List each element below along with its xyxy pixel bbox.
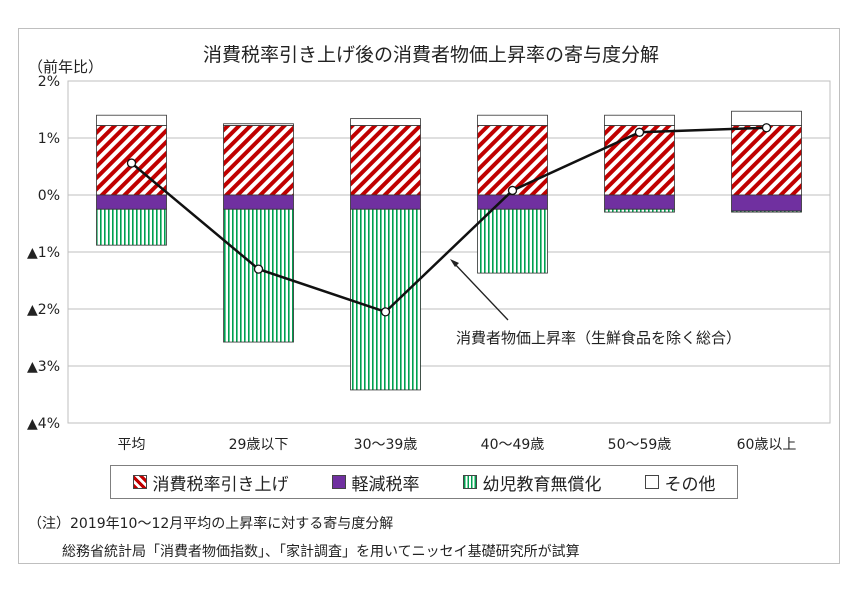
cpi-line-path (130, 126, 767, 314)
cpi-line-point (126, 158, 137, 168)
x-tick-label: 30～39歳 (354, 437, 418, 453)
legend-item: 幼児教育無償化 (462, 470, 602, 495)
legend-swatch (644, 475, 659, 489)
bar-segment-4 (477, 114, 548, 126)
note-line-2: 総務省統計局「消費者物価指数」、「家計調査」を用いてニッセイ基礎研究所が試算 (62, 544, 580, 560)
bars (96, 110, 802, 391)
y-tick-label: 0% (38, 188, 60, 204)
grid-lines (67, 80, 831, 424)
x-tick-label: 50～59歳 (608, 437, 672, 453)
cpi-line-point (634, 127, 645, 137)
y-tick-label: ▲4% (27, 416, 60, 432)
legend-swatch (331, 475, 346, 489)
annotation-arrow (452, 261, 509, 321)
bar-segment-3 (96, 208, 167, 246)
bar-segment-2 (604, 194, 675, 210)
bar-segment-3 (477, 208, 548, 274)
bar-segment-2 (731, 194, 802, 212)
x-tick-label: 40～49歳 (481, 437, 545, 453)
x-tick-label: 平均 (118, 437, 146, 453)
cpi-line-point (380, 307, 391, 317)
y-axis-label: （前年比） (28, 58, 103, 76)
cpi-line (126, 123, 772, 317)
y-tick-label: ▲1% (27, 245, 60, 261)
note-line-1: （注）2019年10～12月平均の上昇率に対する寄与度分解 (28, 516, 394, 532)
line-annotation: 消費者物価上昇率（生鮮食品を除く総合） (456, 329, 741, 347)
x-tick-labels: 平均 29歳以下 30～39歳 40～49歳 50～59歳 60歳以上 (118, 437, 797, 453)
legend-label: 幼児教育無償化 (482, 474, 602, 495)
bar-segment-1 (731, 125, 802, 196)
bar-segment-1 (223, 125, 294, 196)
bar-segment-1 (350, 125, 421, 196)
bar-segment-1 (477, 125, 548, 196)
bar-segment-4 (604, 114, 675, 126)
x-tick-label: 29歳以下 (229, 437, 289, 453)
bar-segment-4 (223, 123, 294, 126)
y-tick-labels: 2% 1% 0% ▲1% ▲2% ▲3% ▲4% (27, 74, 60, 432)
cpi-line-point (507, 185, 518, 196)
bar-segment-2 (96, 194, 167, 210)
annotation-arrowhead (450, 259, 459, 267)
bar-segment-2 (477, 194, 548, 210)
legend-swatch (132, 475, 147, 489)
bar-segment-3 (223, 208, 294, 343)
bar-segment-3 (350, 208, 421, 391)
legend-label: その他 (664, 474, 716, 495)
chart-title: 消費税率引き上げ後の消費者物価上昇率の寄与度分解 (203, 44, 659, 66)
x-tick-label: 60歳以上 (737, 437, 797, 453)
legend-item: 消費税率引き上げ (132, 470, 289, 495)
bar-segment-3 (731, 210, 802, 213)
legend-item: 軽減税率 (331, 470, 420, 495)
bar-segment-2 (350, 194, 421, 210)
y-tick-label: 1% (38, 131, 60, 147)
y-tick-label: ▲3% (27, 359, 60, 375)
legend-label: 消費税率引き上げ (152, 474, 289, 495)
legend-label: 軽減税率 (351, 474, 420, 495)
bar-segment-1 (604, 125, 675, 196)
y-tick-label: 2% (38, 74, 60, 90)
chart-legend: 消費税率引き上げ 軽減税率 幼児教育無償化 その他 (110, 465, 738, 499)
cpi-line-point (761, 123, 772, 133)
bar-segment-4 (96, 114, 167, 126)
legend-item: その他 (644, 470, 716, 495)
plot-area (67, 80, 831, 424)
bar-segment-4 (350, 118, 421, 126)
y-tick-label: ▲2% (27, 302, 60, 318)
bar-segment-2 (223, 194, 294, 210)
legend-swatch (462, 475, 477, 489)
bar-segment-3 (604, 208, 675, 213)
cpi-line-point (253, 264, 264, 274)
